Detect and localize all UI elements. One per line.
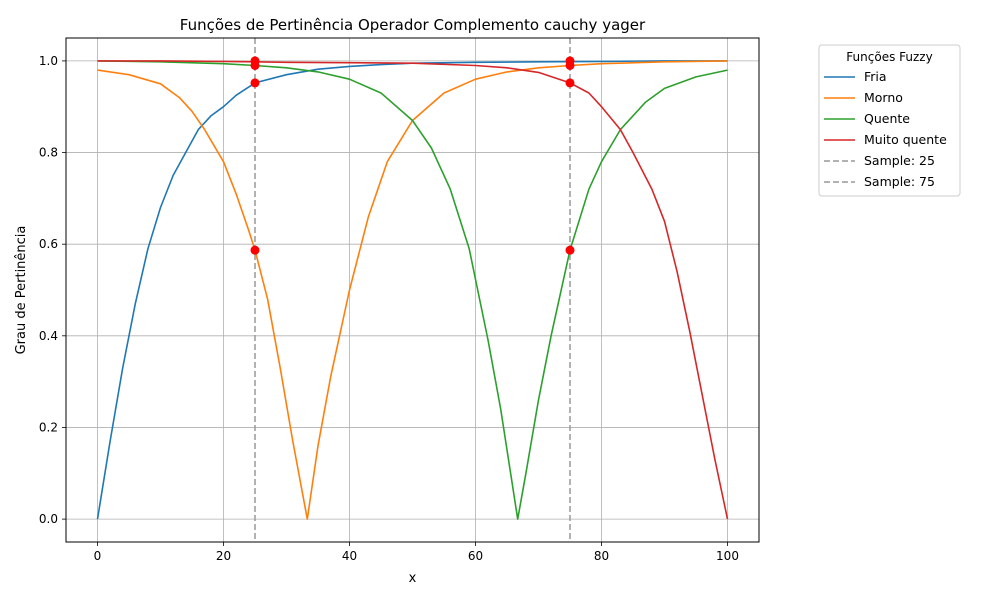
y-axis: 0.0 0.2 0.4 0.6 0.8 1.0: [39, 54, 66, 526]
x-axis-label: x: [409, 571, 417, 586]
legend-label: Muito quente: [864, 132, 947, 147]
legend-label: Quente: [864, 111, 910, 126]
markers-layer: [250, 56, 575, 255]
sample-marker: [250, 56, 260, 66]
legend-label: Sample: 25: [864, 153, 935, 168]
legend-label: Morno: [864, 90, 903, 105]
sample-marker: [565, 78, 575, 88]
x-tick-label: 20: [216, 549, 231, 563]
legend-label: Fria: [864, 69, 887, 84]
sample-marker: [250, 245, 260, 255]
x-axis: 0 20 40 60 80 100: [94, 542, 739, 563]
legend: Funções Fuzzy Fria Morno Quente Muito quent…: [818, 44, 961, 197]
x-tick-label: 100: [716, 549, 739, 563]
x-tick-label: 80: [594, 549, 609, 563]
plot-frame: [65, 37, 760, 543]
y-tick-label: 0.8: [39, 146, 58, 160]
y-tick-label: 1.0: [39, 54, 58, 68]
series-line-2: [97, 60, 728, 520]
series-line-1: [97, 60, 728, 520]
legend-box: [818, 44, 961, 197]
x-tick-label: 0: [94, 549, 102, 563]
series-layer: [96, 38, 729, 542]
y-tick-label: 0.4: [39, 329, 58, 343]
y-tick-label: 0.0: [39, 512, 58, 526]
y-axis-label: Grau de Pertinência: [14, 226, 29, 355]
x-tick-label: 60: [468, 549, 483, 563]
legend-items: Fria Morno Quente Muito quente Sample: 25 Sam…: [824, 69, 947, 189]
y-tick-label: 0.2: [39, 420, 58, 434]
sample-marker: [565, 245, 575, 255]
legend-label: Sample: 75: [864, 174, 935, 189]
legend-title: Funções Fuzzy: [846, 50, 932, 64]
x-tick-label: 40: [342, 549, 357, 563]
grid: [66, 38, 759, 542]
y-tick-label: 0.6: [39, 237, 58, 251]
chart-title: Funções de Pertinência Operador Compleme…: [180, 16, 646, 34]
series-line-3: [97, 60, 729, 520]
sample-marker: [565, 60, 575, 70]
series-line-0: [96, 60, 728, 520]
sample-marker: [250, 78, 260, 88]
